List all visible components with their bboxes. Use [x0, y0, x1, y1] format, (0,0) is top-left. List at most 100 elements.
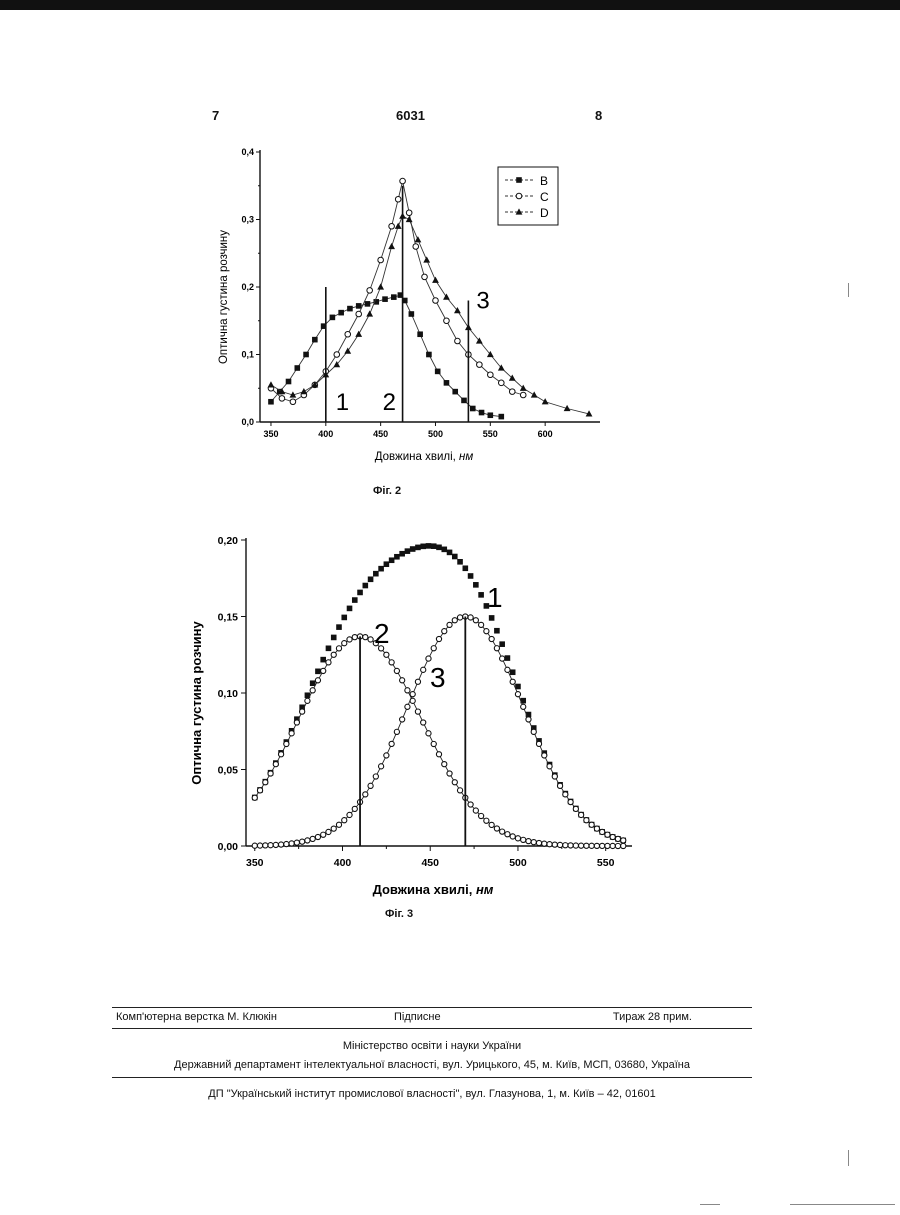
data-point-2: [500, 829, 505, 834]
data-point-2: [594, 843, 599, 848]
data-point-3: [594, 826, 599, 831]
x-tick-label: 550: [597, 857, 615, 869]
data-point-1: [505, 655, 511, 661]
data-point-2: [489, 822, 494, 827]
data-point-3: [615, 836, 620, 841]
data-point-1: [378, 566, 384, 572]
data-point-2: [515, 836, 520, 841]
data-point-2: [600, 843, 605, 848]
data-point-2: [536, 840, 541, 845]
data-point-3: [457, 615, 462, 620]
data-point-3: [363, 792, 368, 797]
data-point-3: [310, 836, 315, 841]
data-point-3: [373, 774, 378, 779]
data-point-1: [326, 646, 332, 652]
data-point-3: [415, 679, 420, 684]
x-axis-label: Довжина хвилі, нм: [373, 882, 494, 897]
data-point-2: [526, 839, 531, 844]
data-point-1: [457, 559, 463, 565]
data-point-2: [584, 843, 589, 848]
data-point-1: [389, 557, 395, 563]
data-point-1: [373, 571, 379, 577]
data-point-3: [610, 834, 615, 839]
data-point-1: [363, 583, 369, 589]
x-tick-label: 500: [509, 857, 527, 869]
data-point-2: [531, 840, 536, 845]
data-point-1: [310, 680, 316, 686]
data-point-3: [379, 764, 384, 769]
data-point-2: [368, 637, 373, 642]
data-point-3: [384, 753, 389, 758]
data-point-2: [547, 842, 552, 847]
data-point-1: [336, 624, 342, 630]
data-point-3: [552, 774, 557, 779]
curve-label-1: 1: [487, 582, 503, 613]
data-point-3: [326, 829, 331, 834]
data-point-2: [468, 802, 473, 807]
data-point-2: [305, 698, 310, 703]
data-point-2: [384, 652, 389, 657]
data-point-2: [415, 709, 420, 714]
data-point-3: [600, 829, 605, 834]
data-point-1: [394, 554, 400, 560]
data-point-3: [257, 843, 262, 848]
x-tick-label: 450: [421, 857, 439, 869]
y-axis-label: Оптична густина розчину: [189, 620, 204, 784]
footer-rule-bottom: [112, 1077, 752, 1078]
data-point-3: [584, 818, 589, 823]
data-point-3: [621, 838, 626, 843]
data-point-3: [573, 806, 578, 811]
data-point-3: [389, 741, 394, 746]
y-tick-label: 0,05: [218, 765, 239, 777]
data-point-2: [273, 762, 278, 767]
data-point-3: [536, 741, 541, 746]
data-point-1: [452, 554, 458, 560]
data-point-1: [410, 546, 416, 552]
data-point-3: [284, 841, 289, 846]
data-point-1: [320, 657, 326, 663]
x-tick-label: 350: [246, 857, 264, 869]
data-point-1: [478, 592, 484, 598]
scan-artifact: [700, 1204, 720, 1205]
data-point-2: [257, 788, 262, 793]
data-point-1: [420, 544, 426, 550]
data-point-3: [479, 622, 484, 627]
curve-label-3: 3: [430, 662, 446, 693]
data-point-3: [563, 792, 568, 797]
figure-3-chart: 3504004505005500,000,050,100,150,20Довжи…: [0, 0, 900, 920]
data-point-1: [341, 615, 347, 621]
data-point-1: [347, 606, 353, 612]
data-point-1: [426, 543, 432, 549]
institute-line: ДП "Український інститут промислової вла…: [112, 1088, 752, 1100]
y-tick-label: 0,00: [218, 841, 239, 853]
data-point-3: [400, 717, 405, 722]
data-point-2: [389, 660, 394, 665]
y-tick-label: 0,15: [218, 612, 239, 624]
scan-artifact: [848, 1150, 849, 1166]
x-axis-unit: нм: [476, 882, 494, 897]
data-point-3: [468, 615, 473, 620]
data-point-2: [347, 637, 352, 642]
data-point-2: [510, 834, 515, 839]
data-point-1: [468, 573, 474, 579]
department-line: Державний департамент інтелектуальної вл…: [112, 1059, 752, 1071]
data-point-2: [268, 771, 273, 776]
data-point-3: [342, 818, 347, 823]
data-point-2: [336, 646, 341, 651]
data-point-3: [579, 812, 584, 817]
data-point-2: [557, 842, 562, 847]
data-point-3: [505, 667, 510, 672]
data-point-3: [568, 799, 573, 804]
data-point-2: [605, 843, 610, 848]
data-point-3: [473, 618, 478, 623]
data-point-2: [321, 668, 326, 673]
data-point-1: [463, 565, 469, 571]
footer-rule-top: [112, 1007, 752, 1008]
data-point-3: [336, 822, 341, 827]
data-point-3: [263, 843, 268, 848]
data-point-2: [589, 843, 594, 848]
data-point-3: [589, 822, 594, 827]
data-point-3: [252, 843, 257, 848]
data-point-3: [557, 783, 562, 788]
data-point-2: [342, 641, 347, 646]
